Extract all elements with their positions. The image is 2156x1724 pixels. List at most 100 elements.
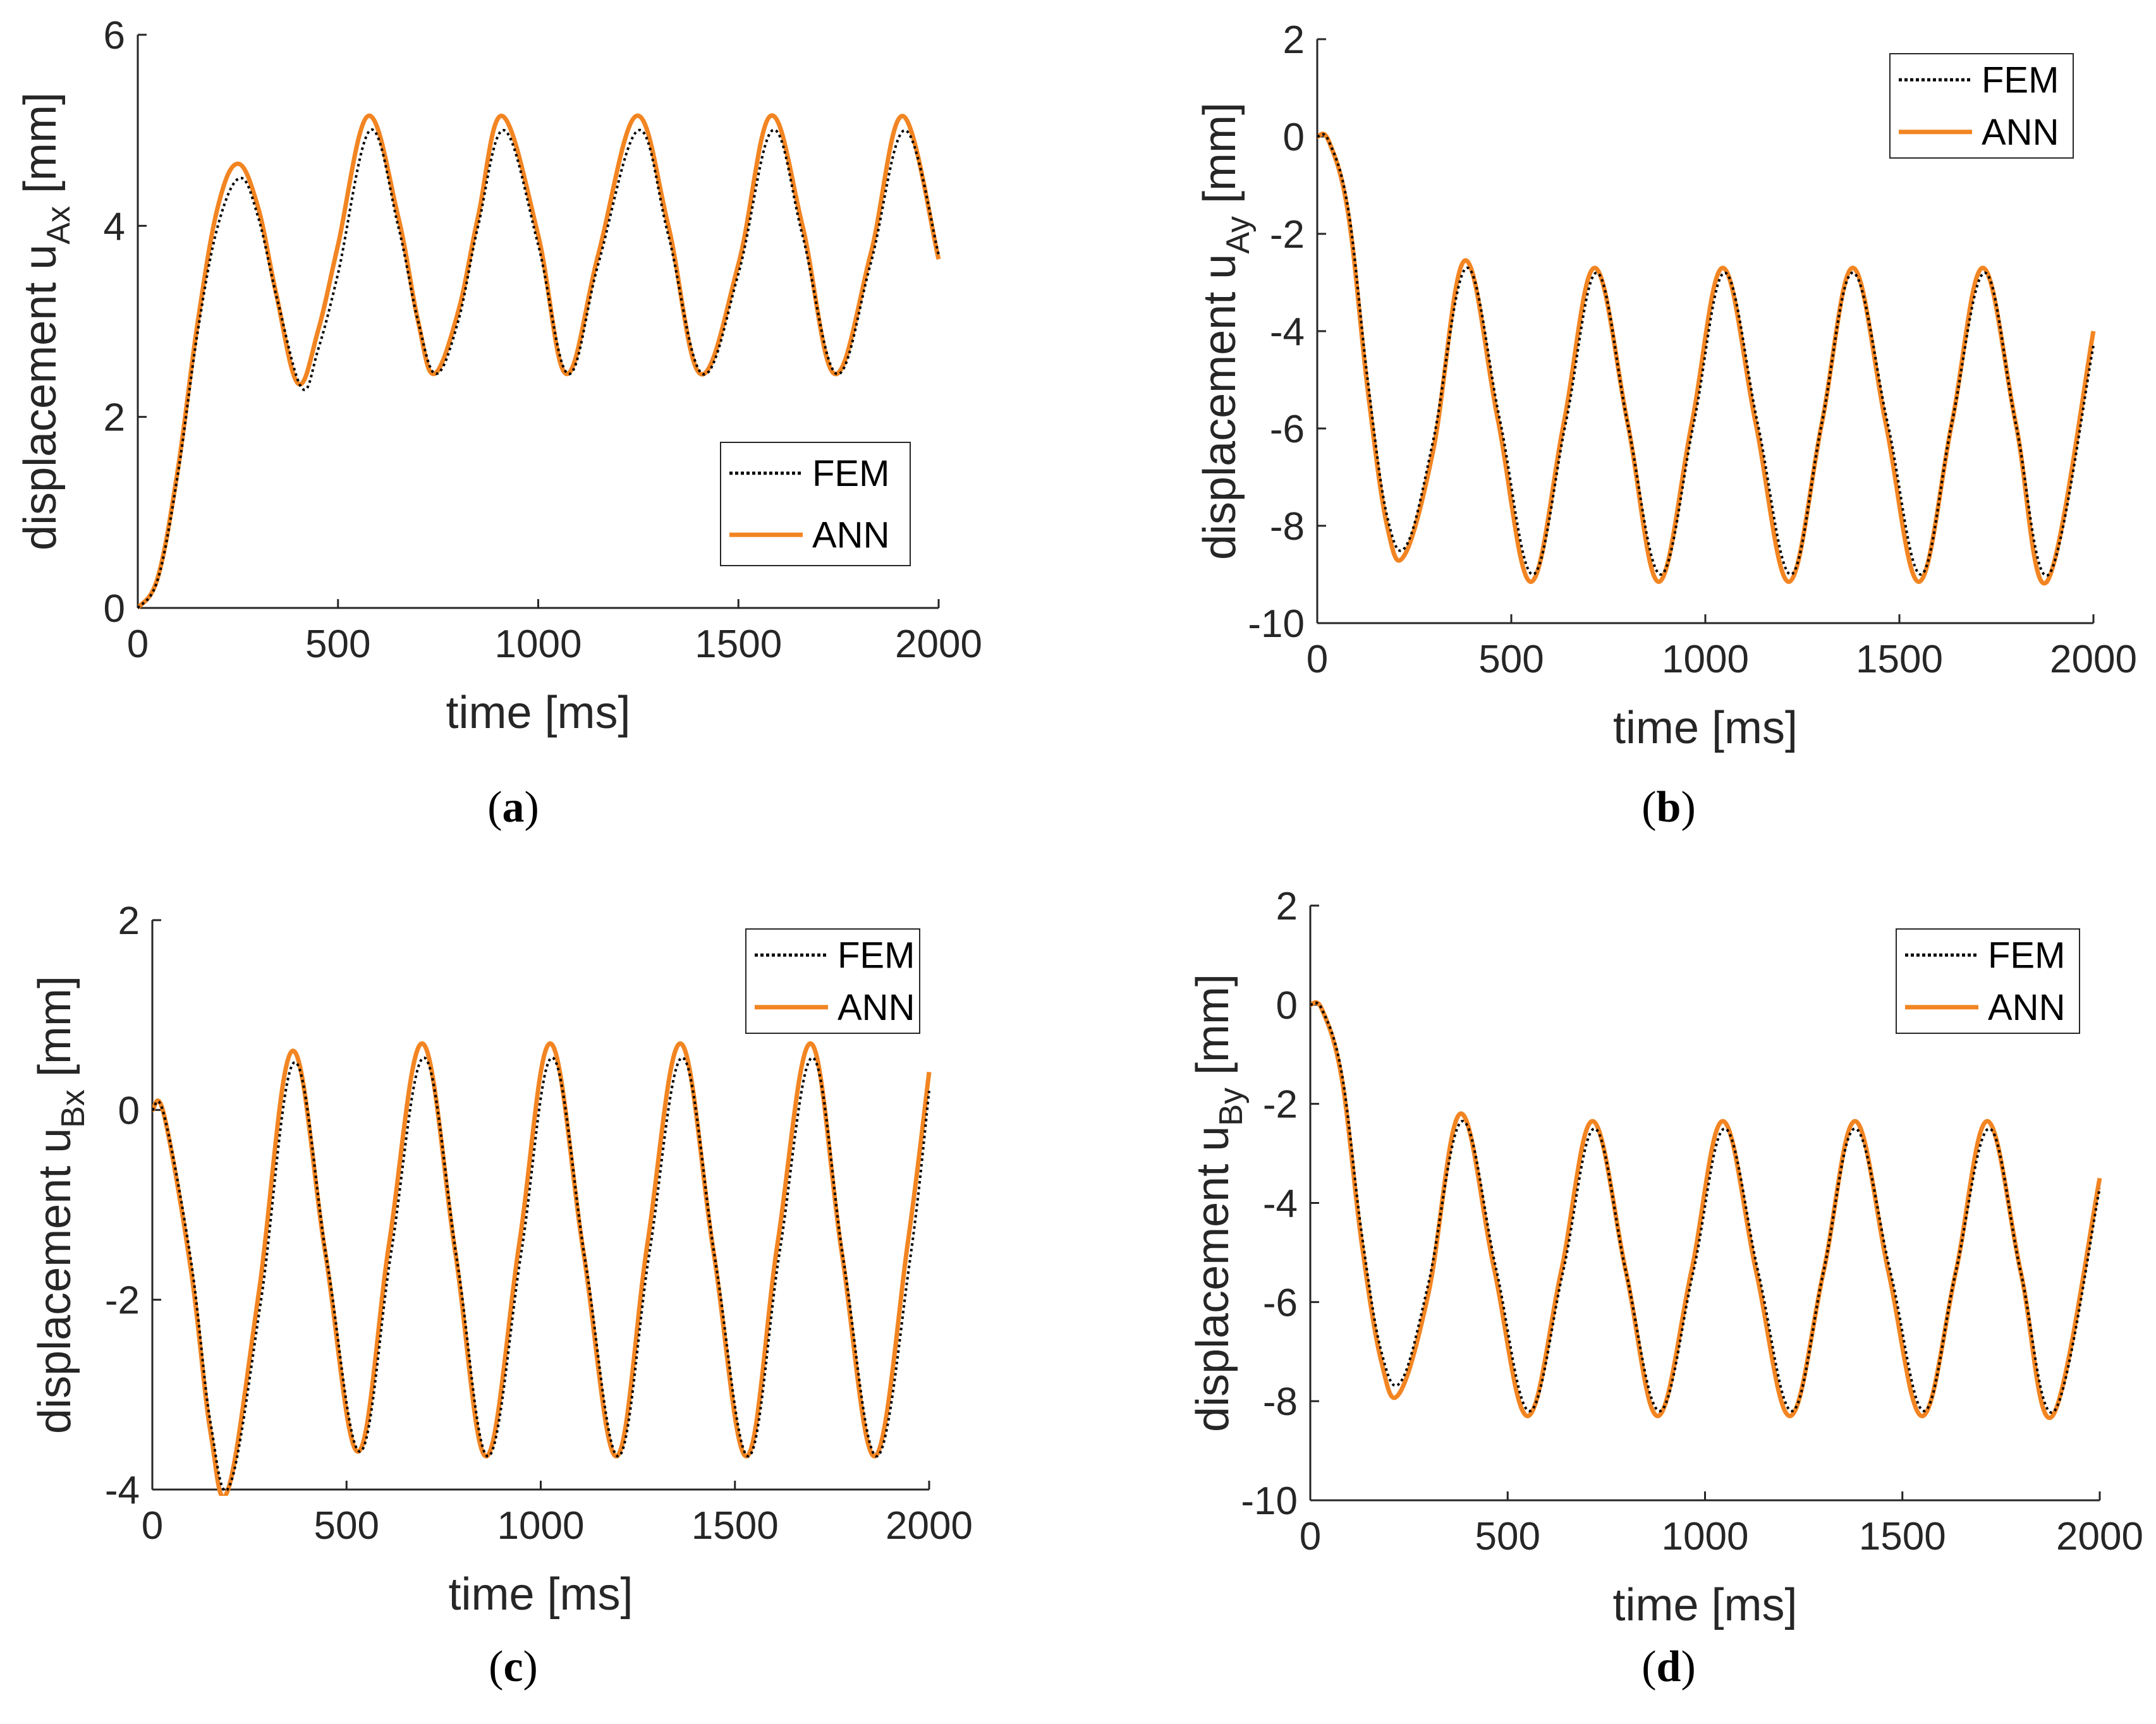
y-tick-label: -2: [105, 1279, 140, 1323]
series-line-ann: [1317, 131, 2096, 586]
x-tick-label: 0: [1306, 638, 1328, 681]
x-tick-label: 1000: [1662, 1515, 1749, 1558]
x-tick-label: 500: [1475, 1515, 1540, 1558]
legend-label-ann: ANN: [1982, 112, 2059, 153]
x-tick-label: 0: [127, 622, 149, 666]
x-tick-label: 1000: [497, 1504, 585, 1548]
y-axis-label-unit: [mm]: [15, 92, 66, 206]
panel-caption-open: (: [487, 783, 502, 832]
panel-caption-letter: d: [1657, 1642, 1681, 1691]
y-tick-label: -10: [1248, 602, 1305, 646]
series-line-fem: [1317, 133, 2095, 577]
legend-box: [720, 442, 911, 566]
panel-caption-open: (: [489, 1642, 503, 1691]
x-tick-label: 1500: [695, 622, 782, 666]
y-axis-label: displacement uBx [mm]: [30, 976, 92, 1434]
x-tick-label: 2000: [2056, 1515, 2143, 1558]
y-axis-label: displacement uAx [mm]: [15, 92, 77, 550]
x-tick-label: 1500: [1856, 638, 1943, 681]
panel-caption-letter: a: [502, 783, 525, 832]
legend: FEM ANN: [1896, 928, 2080, 1034]
y-axis-label-unit: [mm]: [1195, 102, 1245, 216]
y-axis-label-unit: [mm]: [30, 976, 80, 1090]
x-axis-label: time [ms]: [1612, 1580, 1797, 1630]
y-axis-label-unit: [mm]: [1188, 974, 1238, 1088]
panel-caption: (d): [1641, 1642, 1696, 1691]
legend: FEM ANN: [745, 928, 920, 1034]
series-line-fem: [1310, 1001, 2101, 1414]
x-tick-label: 2000: [2050, 638, 2137, 681]
y-tick-label: -2: [1270, 213, 1305, 257]
y-tick-label: 0: [1276, 984, 1298, 1028]
series-line-ann: [138, 113, 941, 610]
y-axis-label-subscript: Ay: [1220, 216, 1257, 254]
legend-label-fem: FEM: [1982, 59, 2059, 100]
legend: FEM ANN: [720, 442, 911, 566]
panel-caption-letter: b: [1657, 783, 1681, 832]
x-tick-label: 500: [305, 622, 370, 666]
panel-caption-open: (: [1641, 783, 1656, 832]
y-axis-label-subscript: Bx: [55, 1090, 92, 1128]
x-tick-label: 2000: [895, 622, 982, 666]
y-axis-label: displacement uBy [mm]: [1188, 974, 1250, 1432]
y-tick-label: -8: [1263, 1380, 1298, 1424]
y-tick-label: 2: [118, 899, 140, 943]
legend-label-ann: ANN: [812, 514, 889, 555]
y-tick-label: 2: [104, 396, 125, 440]
x-tick-label: 1500: [691, 1504, 779, 1548]
y-tick-label: 0: [118, 1089, 140, 1132]
y-tick-label: 2: [1276, 885, 1298, 928]
x-axis-label: time [ms]: [1613, 703, 1798, 753]
chart-a: 0 500 1000 1500 2000 0 2 4 6 time [ms] displacemen…: [15, 14, 982, 832]
x-tick-label: 0: [142, 1504, 163, 1548]
x-tick-label: 500: [1478, 638, 1544, 681]
legend-label-ann: ANN: [1988, 987, 2065, 1028]
y-tick-label: -4: [1270, 310, 1305, 354]
legend-box: [1889, 53, 2074, 159]
legend-box: [745, 928, 920, 1034]
legend-label-fem: FEM: [1988, 935, 2065, 976]
y-axis-label-subscript: By: [1213, 1088, 1250, 1126]
y-axis-label: displacement uAy [mm]: [1195, 102, 1257, 560]
chart-c: 0 500 1000 1500 2000 -4 -2 0 2 time [ms] displacem…: [30, 899, 973, 1691]
y-tick-label: -4: [1263, 1182, 1298, 1226]
legend-label-ann: ANN: [837, 987, 915, 1028]
panel-caption-close: ): [1681, 783, 1695, 832]
panel-caption-close: ): [523, 1642, 538, 1691]
y-tick-label: -10: [1241, 1479, 1298, 1523]
chart-b: 0 500 1000 1500 2000 -10 -8 -6 -4 -2 0 2 time [ms] di…: [1195, 18, 2137, 832]
panel-caption-close: ): [1681, 1642, 1695, 1691]
x-axis-label: time [ms]: [448, 1569, 633, 1620]
y-tick-label: -6: [1270, 408, 1305, 451]
series-line-ann: [152, 1041, 932, 1496]
legend-label-fem: FEM: [812, 453, 889, 494]
y-axis-label-main: displacement u: [1195, 254, 1245, 560]
x-tick-label: 1000: [1662, 638, 1749, 681]
y-axis-label-main: displacement u: [1188, 1126, 1238, 1432]
legend-label-fem: FEM: [837, 935, 915, 976]
x-tick-label: 0: [1300, 1515, 1321, 1558]
panel-caption: (c): [489, 1642, 538, 1691]
chart-d: 0 500 1000 1500 2000 -10 -8 -6 -4 -2 0 2 time [ms] di…: [1188, 885, 2143, 1691]
legend-box: [1896, 928, 2080, 1034]
x-tick-label: 1000: [495, 622, 582, 666]
x-tick-label: 500: [314, 1504, 379, 1548]
y-tick-label: 0: [1283, 116, 1305, 159]
panel-caption: (b): [1641, 783, 1696, 832]
x-tick-label: 2000: [886, 1504, 973, 1548]
x-tick-label: 1500: [1859, 1515, 1946, 1558]
y-tick-label: -6: [1263, 1281, 1298, 1325]
y-tick-label: -8: [1270, 505, 1305, 549]
series-line-ann: [1310, 1000, 2102, 1420]
legend: FEM ANN: [1889, 53, 2074, 159]
x-axis-label: time [ms]: [446, 688, 630, 738]
panel-caption: (a): [487, 783, 539, 832]
series-line-fem: [152, 1056, 930, 1492]
y-axis-label-main: displacement u: [30, 1128, 80, 1434]
panel-caption-close: ): [525, 783, 539, 832]
y-tick-label: 2: [1283, 18, 1305, 62]
y-tick-label: 6: [104, 14, 125, 58]
y-tick-label: -4: [105, 1469, 140, 1512]
y-axis-label-main: displacement u: [15, 245, 66, 550]
